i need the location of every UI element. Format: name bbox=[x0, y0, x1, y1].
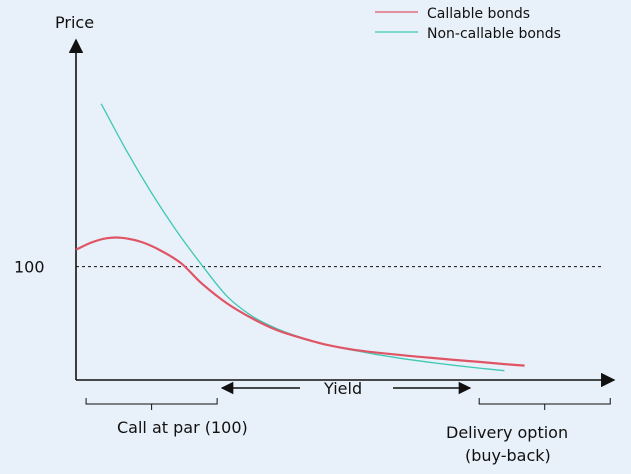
series-line-callable-bonds bbox=[75, 236, 525, 367]
delivery-range-label-line1: Delivery option bbox=[446, 423, 568, 442]
x-axis-label: Yield bbox=[323, 379, 362, 398]
series-line-non-callable-bonds bbox=[100, 103, 505, 372]
legend: Callable bonds Non-callable bonds bbox=[375, 6, 561, 42]
par-reference-label: 100 bbox=[14, 258, 45, 277]
legend-label-non-callable-bonds: Non-callable bonds bbox=[427, 26, 561, 42]
delivery-range-bracket bbox=[478, 398, 611, 410]
delivery-range-label-line2: (buy-back) bbox=[465, 446, 551, 465]
call-range-label: Call at par (100) bbox=[117, 418, 248, 437]
call-range-bracket bbox=[85, 398, 218, 410]
y-axis-label: Price bbox=[55, 13, 94, 32]
legend-label-callable-bonds: Callable bonds bbox=[427, 6, 530, 22]
